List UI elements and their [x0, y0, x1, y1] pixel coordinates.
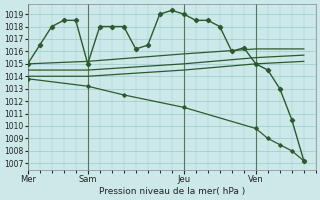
X-axis label: Pression niveau de la mer( hPa ): Pression niveau de la mer( hPa ): [99, 187, 245, 196]
